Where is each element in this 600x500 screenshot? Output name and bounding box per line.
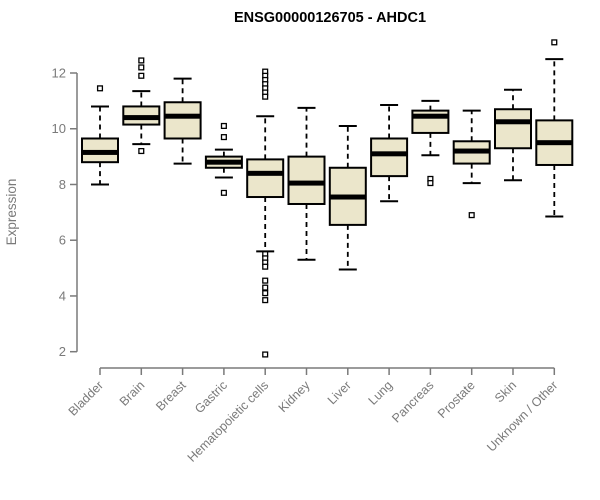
x-tick-label: Lung: [366, 378, 396, 408]
median-line: [82, 149, 118, 155]
outlier-point: [220, 134, 227, 141]
median-line: [205, 159, 242, 165]
y-tick-label: 10: [52, 121, 66, 136]
outlier-point: [262, 284, 269, 291]
box-kidney: [287, 155, 326, 205]
chart-title: ENSG00000126705 - AHDC1: [234, 10, 426, 26]
x-tick-label: Hematopoietic cells: [185, 378, 272, 465]
y-tick-label: 8: [59, 177, 66, 192]
median-line: [329, 194, 366, 200]
outlier-point: [262, 93, 269, 100]
x-tick-label: Pancreas: [389, 378, 436, 425]
outlier-point: [262, 263, 269, 270]
outlier-point: [262, 277, 269, 284]
outlier-point: [262, 351, 269, 358]
x-tick-label: Unknown / Other: [484, 378, 560, 454]
outlier-point: [262, 290, 269, 297]
y-axis-label: Expression: [4, 179, 19, 246]
outlier-point: [220, 122, 227, 130]
box-hematopoietic-cells: [246, 158, 285, 199]
box-lung: [370, 137, 409, 178]
median-line: [371, 151, 408, 157]
outlier-point: [427, 180, 434, 187]
median-line: [495, 119, 531, 125]
box-skin: [494, 108, 532, 150]
outlier-point: [96, 85, 104, 92]
x-tick-label: Brain: [117, 378, 148, 409]
median-line: [453, 148, 490, 154]
outlier-point: [551, 39, 558, 46]
y-tick-label: 6: [59, 233, 66, 248]
x-tick-label: Bladder: [66, 378, 106, 418]
x-tick-label: Gastric: [192, 378, 230, 416]
median-line: [536, 140, 573, 146]
median-line: [123, 115, 160, 121]
outlier-point: [138, 147, 145, 155]
x-tick-label: Kidney: [276, 378, 313, 415]
y-tick-label: 2: [59, 344, 66, 359]
outlier-point: [138, 72, 145, 79]
plot-area: 2 4 6 8 10 12 Bladder Brain Breast GastricHematop…: [52, 39, 574, 465]
outlier-point: [468, 212, 475, 219]
median-line: [412, 113, 449, 119]
x-tick-label: Liver: [325, 378, 354, 407]
median-line: [247, 170, 284, 176]
outlier-point: [220, 189, 227, 196]
outlier-point: [138, 57, 145, 64]
x-tick-label: Skin: [492, 378, 519, 405]
x-tick-label: Prostate: [435, 378, 478, 421]
outlier-point: [262, 297, 269, 304]
outlier-point: [138, 64, 145, 71]
x-tick-label: Breast: [153, 378, 189, 414]
y-tick-label: 12: [52, 66, 66, 81]
y-tick-label: 4: [59, 288, 66, 303]
median-line: [164, 113, 201, 119]
box-breast: [163, 101, 202, 140]
median-line: [288, 180, 325, 186]
